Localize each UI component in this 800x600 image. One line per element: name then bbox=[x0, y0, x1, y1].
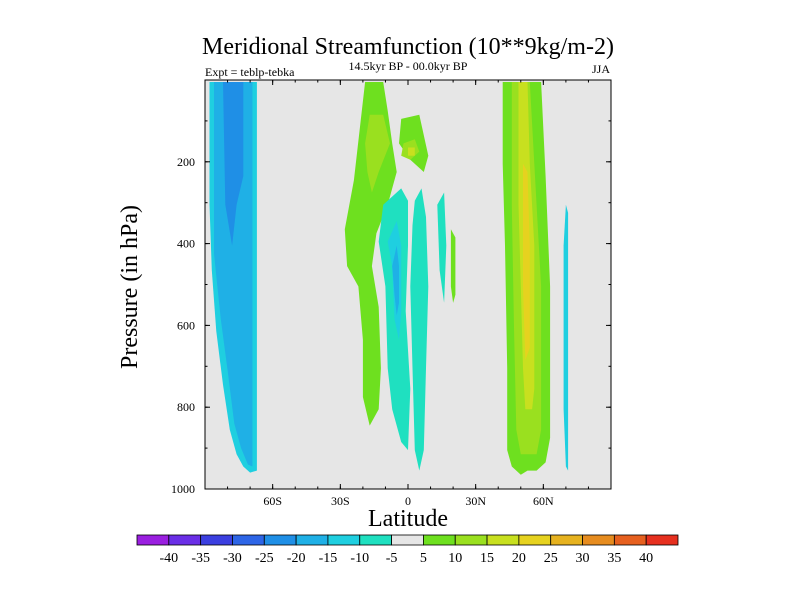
colorbar-label: -25 bbox=[255, 551, 274, 566]
colorbar-swatch bbox=[582, 534, 615, 546]
colorbar-swatch bbox=[327, 534, 361, 546]
y-axis-label: Pressure (in hPa) bbox=[117, 205, 143, 369]
colorbar-label: 30 bbox=[576, 551, 590, 566]
colorbar: -40 -35 -30 -25 -20 -15 -10 -5 5 10 15 20 25 30 35 40 bbox=[136, 534, 679, 566]
subtropical-positive-region bbox=[450, 229, 456, 303]
colorbar-label: -20 bbox=[287, 551, 306, 566]
colorbar-label: 35 bbox=[607, 551, 621, 566]
tropical-negative-east-region bbox=[410, 188, 429, 471]
colorbar-swatch bbox=[550, 534, 583, 546]
north-positive-cell-region bbox=[523, 163, 530, 361]
tropical-positive-east-region bbox=[408, 147, 415, 156]
x-axis: 60S 30S 0 30N 60N bbox=[204, 80, 612, 508]
colorbar-label: 40 bbox=[639, 551, 653, 566]
colorbar-swatch bbox=[391, 534, 424, 546]
colorbar-swatch bbox=[200, 534, 233, 546]
chart-title: Meridional Streamfunction (10**9kg/m-2) bbox=[202, 34, 614, 60]
time-period-label: 14.5kyr BP - 00.0kyr BP bbox=[349, 59, 468, 73]
colorbar-label: -30 bbox=[223, 551, 242, 566]
colorbar-label: -5 bbox=[386, 551, 398, 566]
experiment-label: Expt = teblp-tebka bbox=[205, 65, 295, 79]
colorbar-swatch bbox=[359, 534, 392, 546]
season-label: JJA bbox=[592, 62, 610, 76]
colorbar-swatch bbox=[613, 534, 647, 546]
x-tick-label: 60S bbox=[263, 494, 282, 508]
x-tick-label: 30N bbox=[465, 494, 486, 508]
contour-fills bbox=[209, 82, 569, 475]
subtropical-negative-region bbox=[437, 192, 447, 303]
colorbar-label: 25 bbox=[544, 551, 558, 566]
colorbar-swatch bbox=[486, 534, 520, 546]
x-tick-label: 0 bbox=[405, 494, 411, 508]
colorbar-swatch bbox=[454, 534, 488, 546]
colorbar-label: -10 bbox=[350, 551, 369, 566]
x-tick-label: 30S bbox=[331, 494, 350, 508]
y-tick-label: 600 bbox=[177, 318, 195, 332]
colorbar-swatch bbox=[168, 534, 202, 546]
colorbar-label: 15 bbox=[480, 551, 494, 566]
x-axis-label: Latitude bbox=[368, 506, 448, 532]
north-polar-sliver-region bbox=[563, 204, 569, 471]
x-tick-label: 60N bbox=[533, 494, 554, 508]
colorbar-swatch bbox=[136, 534, 170, 546]
y-tick-label: 800 bbox=[177, 400, 195, 414]
colorbar-swatch bbox=[295, 534, 329, 546]
colorbar-swatch bbox=[232, 534, 265, 546]
tropical-positive-west-region bbox=[344, 82, 397, 426]
colorbar-swatch bbox=[423, 534, 456, 546]
colorbar-label: 20 bbox=[512, 551, 526, 566]
colorbar-label: 5 bbox=[420, 551, 427, 566]
y-axis: 200 400 600 800 1000 bbox=[171, 120, 611, 496]
colorbar-label: -35 bbox=[191, 551, 210, 566]
colorbar-swatch bbox=[518, 534, 552, 546]
y-tick-label: 400 bbox=[177, 237, 195, 251]
south-polar-cell-region bbox=[223, 82, 244, 246]
tropical-negative-region bbox=[392, 245, 399, 316]
colorbar-label: 10 bbox=[448, 551, 462, 566]
colorbar-label: -40 bbox=[159, 551, 178, 566]
tropical-positive-west-region bbox=[365, 114, 390, 193]
colorbar-label: -15 bbox=[319, 551, 338, 566]
colorbar-swatch bbox=[263, 534, 297, 546]
y-tick-label: 200 bbox=[177, 155, 195, 169]
colorbar-swatch bbox=[645, 534, 679, 546]
y-tick-label: 1000 bbox=[171, 482, 195, 496]
